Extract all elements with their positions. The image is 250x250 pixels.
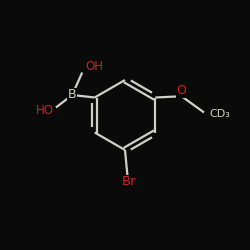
Text: CD₃: CD₃ bbox=[209, 109, 230, 119]
Text: HO: HO bbox=[36, 104, 54, 117]
Text: Br: Br bbox=[122, 175, 137, 188]
Text: OH: OH bbox=[85, 60, 103, 74]
Text: O: O bbox=[176, 84, 186, 97]
Text: B: B bbox=[68, 88, 76, 102]
